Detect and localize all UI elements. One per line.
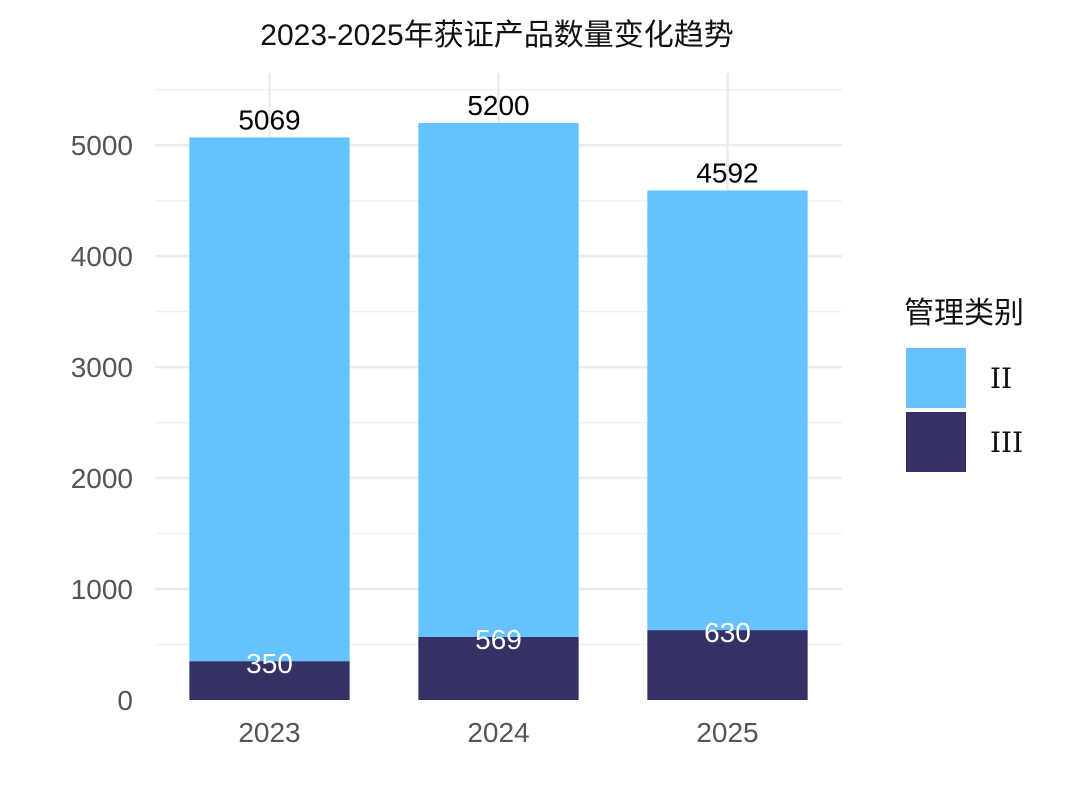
x-tick-label: 2025 xyxy=(696,717,758,748)
bar-segment-ii-2024 xyxy=(418,122,579,637)
bar-segment-iii-2023 xyxy=(189,661,350,700)
y-tick-label: 4000 xyxy=(71,241,133,272)
legend-swatch-iii xyxy=(906,412,966,472)
total-label: 4592 xyxy=(696,157,758,188)
bar-segment-ii-2023 xyxy=(189,137,350,662)
y-tick-label: 3000 xyxy=(71,352,133,383)
segment-label-iii: 569 xyxy=(475,624,522,655)
bar-segment-iii-2024 xyxy=(418,636,579,700)
bar-segment-iii-2025 xyxy=(647,630,808,700)
legend-label-iii: III xyxy=(990,426,1023,459)
segment-label-iii: 630 xyxy=(704,617,751,648)
legend-title: 管理类别 xyxy=(904,297,1024,330)
y-tick-label: 1000 xyxy=(71,574,133,605)
y-tick-label: 0 xyxy=(117,685,133,716)
chart-title: 2023-2025年获证产品数量变化趋势 xyxy=(260,19,733,52)
bars xyxy=(189,122,808,700)
legend-swatch-ii xyxy=(906,348,966,408)
x-axis: 2023 2024 2025 xyxy=(238,717,758,748)
y-tick-label: 5000 xyxy=(71,130,133,161)
legend-label-ii: II xyxy=(990,362,1012,395)
total-label: 5069 xyxy=(238,104,300,135)
x-tick-label: 2024 xyxy=(467,717,529,748)
y-tick-label: 2000 xyxy=(71,463,133,494)
segment-label-iii: 350 xyxy=(246,648,293,679)
y-axis: 0 1000 2000 3000 4000 5000 xyxy=(71,130,133,716)
data-labels: 5069 350 5200 569 4592 630 xyxy=(238,90,758,679)
bar-segment-ii-2025 xyxy=(647,190,808,631)
total-label: 5200 xyxy=(467,90,529,121)
x-tick-label: 2023 xyxy=(238,717,300,748)
